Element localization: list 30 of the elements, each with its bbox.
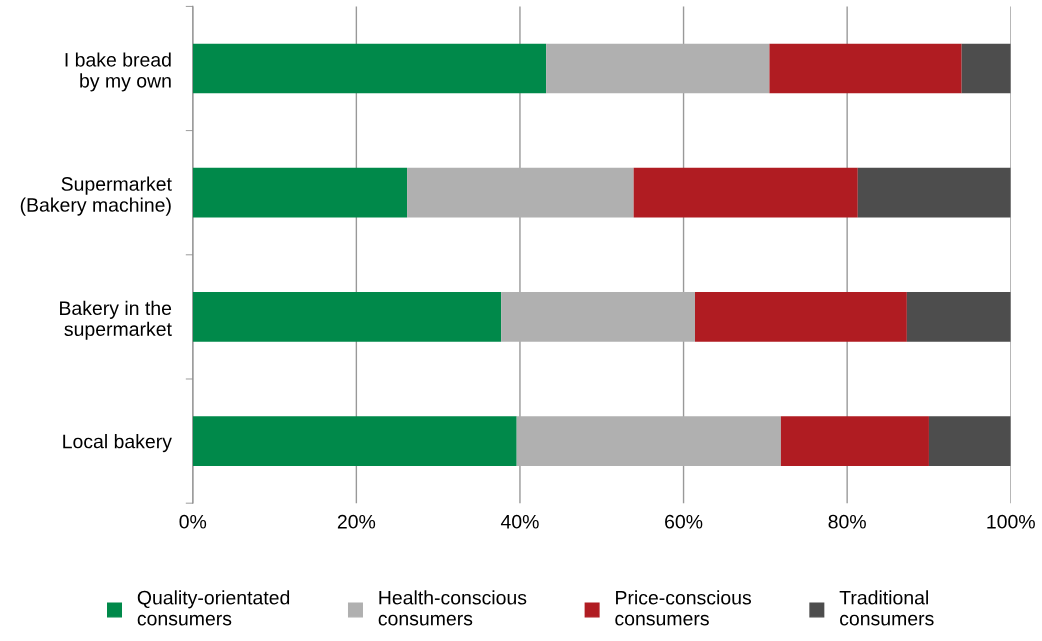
x-tick-label: 20%: [337, 514, 376, 529]
bar: [857, 167, 1011, 218]
bar: [546, 43, 770, 94]
bar: [780, 416, 929, 466]
bar: [695, 292, 907, 342]
x-tick-label: 0%: [179, 514, 207, 529]
y-tick-label: Supermarket (Bakery machine): [20, 176, 172, 216]
legend-label: Price-conscious consumers: [615, 590, 752, 626]
bar: [407, 167, 634, 218]
bar: [192, 292, 502, 342]
bar: [633, 167, 858, 218]
bar: [192, 43, 547, 94]
legend-label: Health-conscious consumers: [378, 590, 527, 626]
bar: [192, 416, 517, 466]
bar: [906, 292, 1011, 342]
x-tick-label: 100%: [987, 514, 1035, 529]
y-tick-label: Bakery in the supermarket: [60, 300, 172, 340]
x-tick-label: 80%: [828, 514, 866, 529]
bar: [516, 416, 781, 466]
bar: [961, 43, 1011, 94]
y-tick-label: Local bakery: [63, 434, 172, 453]
y-tick-label: I bake bread by my own: [65, 52, 171, 92]
legend-label: Quality-orientated consumers: [137, 590, 290, 626]
bar: [769, 43, 962, 94]
legend-label: Traditional consumers: [839, 590, 934, 626]
x-tick-label: 60%: [665, 514, 703, 529]
bar: [501, 292, 695, 342]
bar: [928, 416, 1011, 466]
bar: [192, 167, 408, 218]
x-tick-label: 40%: [500, 514, 539, 529]
